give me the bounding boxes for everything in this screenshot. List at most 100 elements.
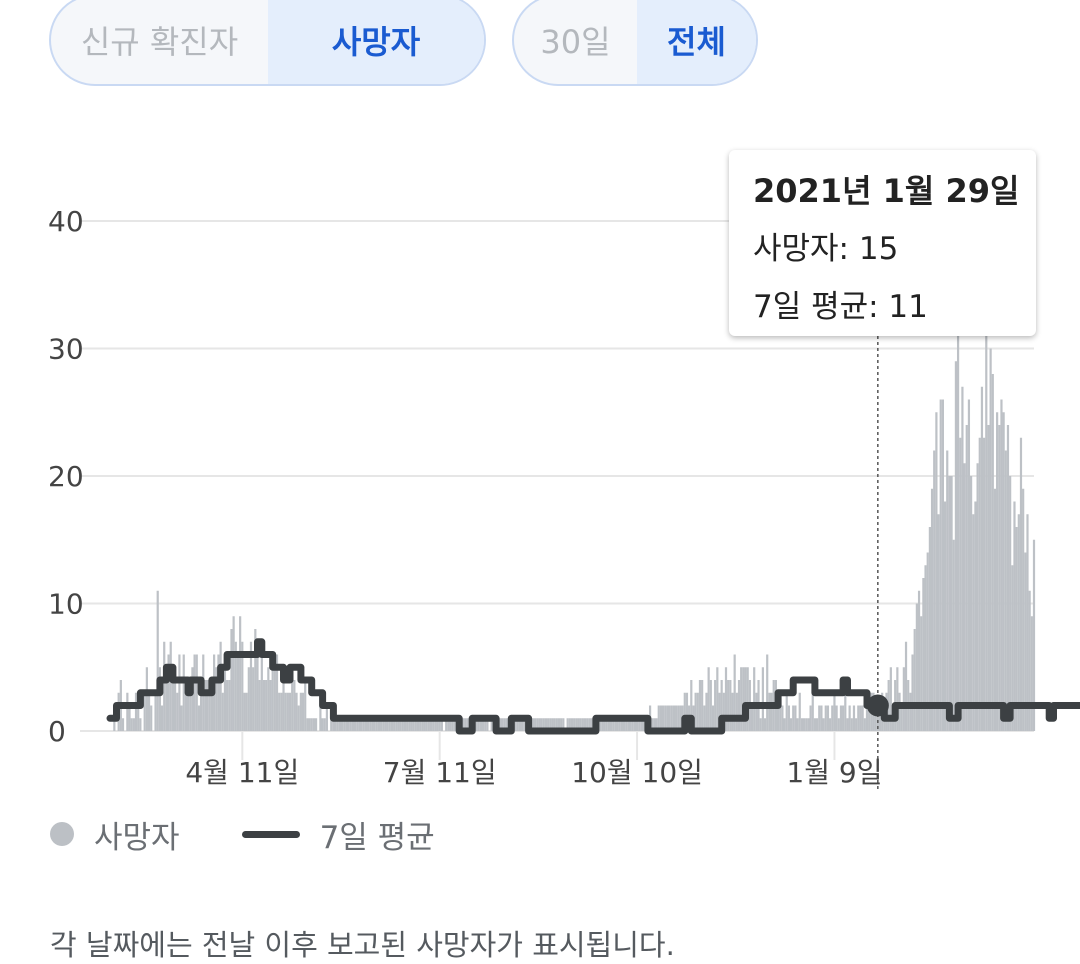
bar [408, 718, 411, 731]
bar [720, 680, 723, 731]
bar [178, 654, 181, 731]
bar [996, 412, 999, 731]
bar [245, 692, 248, 731]
bar [685, 692, 689, 731]
bar [868, 705, 871, 731]
x-tick-label: 10월 10일 [571, 756, 703, 789]
bar [173, 667, 177, 731]
bar [297, 705, 300, 731]
bar [445, 718, 448, 731]
bar [184, 680, 188, 731]
bar [603, 718, 606, 731]
bar [414, 718, 417, 731]
bar [902, 667, 905, 731]
bar [314, 718, 318, 731]
bar [360, 718, 363, 731]
highlight-point [866, 694, 889, 717]
bar [486, 718, 489, 731]
bar [193, 654, 196, 731]
bar [753, 667, 756, 731]
bar [566, 718, 569, 731]
bar [959, 437, 962, 731]
deaths-tab[interactable]: 사망자 [268, 0, 484, 84]
range-all-tab[interactable]: 전체 [637, 0, 756, 84]
bar [846, 718, 849, 731]
x-axis-ticks: 4월 11일 7월 11일 10월 10일 1월 9일 [185, 731, 882, 789]
bar [128, 705, 131, 731]
bar [1000, 399, 1003, 731]
bar [523, 718, 526, 731]
bar [239, 616, 242, 731]
bar [282, 680, 285, 731]
bar [377, 718, 381, 731]
bar [1009, 476, 1012, 731]
bar [575, 718, 578, 731]
bar [466, 718, 469, 731]
range-30-days-tab[interactable]: 30일 [540, 23, 611, 61]
bar [701, 680, 704, 731]
legend-deaths-label: 사망자 [94, 819, 180, 856]
bar [356, 718, 359, 731]
bar [948, 476, 951, 731]
bar [134, 692, 138, 731]
bar [768, 692, 771, 731]
bar [954, 361, 958, 731]
bar [666, 705, 669, 731]
bar [629, 718, 632, 731]
bar [570, 718, 574, 731]
bar [952, 539, 955, 731]
bar [911, 654, 914, 731]
bar [785, 692, 788, 731]
x-tick-label: 7월 11일 [383, 756, 497, 789]
bar [421, 718, 424, 731]
bar [815, 718, 819, 731]
bar [306, 718, 309, 731]
bar [586, 718, 589, 731]
bar [241, 641, 244, 731]
bar [792, 705, 795, 731]
bar [353, 718, 357, 731]
bar [583, 718, 587, 731]
bar [837, 718, 840, 731]
bar [1002, 412, 1005, 731]
new-cases-tab[interactable]: 신규 확진자 [80, 23, 239, 61]
bar [393, 718, 396, 731]
bar [978, 437, 981, 731]
bar [813, 718, 817, 731]
bar [659, 705, 663, 731]
bar [1017, 514, 1020, 731]
bar [271, 667, 274, 731]
bar [627, 718, 630, 731]
y-tick-label: 0 [48, 715, 66, 748]
bar [189, 692, 192, 731]
bar [620, 718, 623, 731]
bar [703, 705, 706, 731]
bar [831, 705, 834, 731]
bar [401, 718, 404, 731]
bar [781, 705, 784, 731]
bar [824, 705, 827, 731]
bar [126, 692, 129, 731]
bar [983, 437, 986, 731]
bar [924, 565, 927, 731]
bar [197, 705, 201, 731]
bar [186, 680, 190, 731]
bar [557, 718, 561, 731]
bar [601, 718, 604, 731]
bar [833, 692, 836, 731]
bar [761, 667, 764, 731]
bar [462, 718, 465, 731]
bar [477, 718, 480, 731]
bar [499, 718, 502, 731]
bar [622, 718, 626, 731]
bar [900, 705, 903, 731]
bar [334, 718, 337, 731]
bar [199, 692, 203, 731]
bar [451, 718, 454, 731]
bar [206, 680, 209, 731]
bar [614, 718, 617, 731]
bar [419, 718, 422, 731]
bar [1030, 616, 1033, 731]
bar [909, 692, 912, 731]
